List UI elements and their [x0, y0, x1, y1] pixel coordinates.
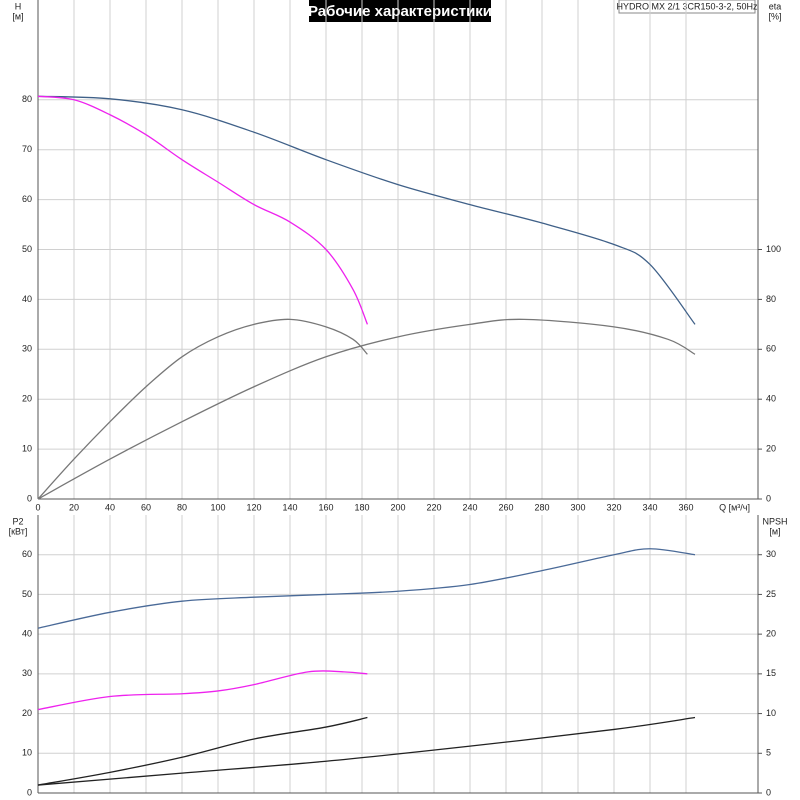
x-tick-label: 260: [498, 502, 513, 512]
curve: [37, 716, 696, 786]
y2-tick-label: 10: [766, 708, 776, 718]
y2-axis-label: NPSH: [762, 516, 787, 526]
y-tick-label: 0: [27, 787, 32, 797]
y2-tick-label: 80: [766, 294, 776, 304]
y2-tick-label: 0: [766, 787, 771, 797]
x-tick-label: 80: [177, 502, 187, 512]
y-tick-label: 40: [22, 629, 32, 639]
x-tick-label: 40: [105, 502, 115, 512]
chart-title: Рабочие характеристики: [308, 3, 492, 20]
y-tick-label: 60: [22, 194, 32, 204]
x-tick-label: 140: [282, 502, 297, 512]
x-tick-label: 280: [534, 502, 549, 512]
y-tick-label: 60: [22, 549, 32, 559]
y-tick-label: 40: [22, 294, 32, 304]
x-tick-label: 320: [606, 502, 621, 512]
curve: [37, 318, 368, 500]
y-axis-label: P2: [12, 516, 23, 526]
curve: [37, 548, 696, 629]
y2-tick-label: 100: [766, 244, 781, 254]
y-tick-label: 0: [27, 493, 32, 503]
curve: [37, 318, 696, 500]
legend-text: HYDRO MX 2/1 3CR150-3-2, 50Hz: [616, 1, 758, 11]
y-axis-unit: [м]: [12, 11, 23, 21]
x-tick-label: 220: [426, 502, 441, 512]
y2-tick-label: 40: [766, 394, 776, 404]
y2-tick-label: 60: [766, 344, 776, 354]
legend-box: [618, 0, 756, 14]
y2-tick-label: 25: [766, 589, 776, 599]
x-tick-label: 240: [462, 502, 477, 512]
y2-tick-label: 5: [766, 748, 771, 758]
x-tick-label: 100: [210, 502, 225, 512]
x-tick-label: 0: [35, 502, 40, 512]
x-tick-label: 300: [570, 502, 585, 512]
x-tick-label: 60: [141, 502, 151, 512]
y2-tick-label: 20: [766, 629, 776, 639]
title-box: [309, 0, 491, 22]
y-tick-label: 80: [22, 94, 32, 104]
y-axis-unit: [кВт]: [9, 526, 28, 536]
y2-axis-unit: [м]: [769, 526, 780, 536]
curve: [37, 716, 368, 786]
x-tick-label: 120: [246, 502, 261, 512]
x-tick-label: 20: [69, 502, 79, 512]
x-tick-label: 340: [642, 502, 657, 512]
y-tick-label: 10: [22, 748, 32, 758]
curve: [37, 670, 368, 711]
x-axis-label: Q [м³/ч]: [719, 502, 750, 512]
x-tick-label: 200: [390, 502, 405, 512]
y-tick-label: 70: [22, 144, 32, 154]
y-axis-label: H: [15, 1, 22, 11]
y-tick-label: 30: [22, 668, 32, 678]
y2-tick-label: 20: [766, 443, 776, 453]
y2-axis-unit: [%]: [768, 11, 781, 21]
y-tick-label: 20: [22, 394, 32, 404]
y2-tick-label: 0: [766, 493, 771, 503]
y-tick-label: 50: [22, 589, 32, 599]
y-tick-label: 30: [22, 344, 32, 354]
curve: [37, 95, 369, 325]
curve: [37, 95, 696, 325]
y2-tick-label: 15: [766, 668, 776, 678]
y2-axis-label: eta: [769, 1, 782, 11]
x-tick-label: 160: [318, 502, 333, 512]
x-tick-label: 360: [678, 502, 693, 512]
y-tick-label: 10: [22, 443, 32, 453]
y-tick-label: 20: [22, 708, 32, 718]
x-tick-label: 180: [354, 502, 369, 512]
y2-tick-label: 30: [766, 549, 776, 559]
y-tick-label: 50: [22, 244, 32, 254]
